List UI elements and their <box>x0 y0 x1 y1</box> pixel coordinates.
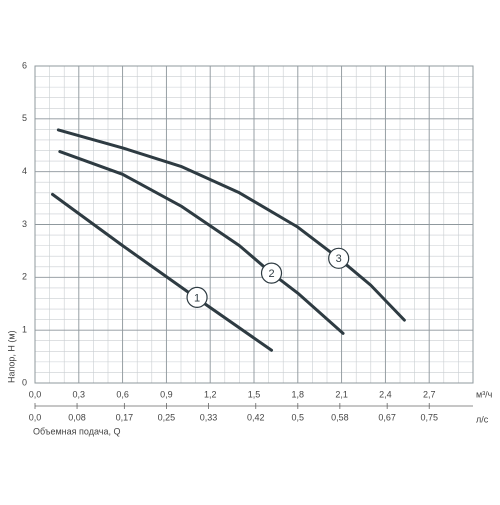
y-tick-label: 6 <box>22 60 27 70</box>
x2-tick-label: 0,0 <box>29 412 42 422</box>
x-tick-label: 1,5 <box>248 389 261 399</box>
x-tick-label: 2,4 <box>379 389 392 399</box>
y-tick-label: 4 <box>22 166 27 176</box>
x2-axis-label: Объемная подача, Q <box>33 426 120 436</box>
y-tick-label: 5 <box>22 113 27 123</box>
x2-tick-label: 0,33 <box>200 412 218 422</box>
y-tick-label: 2 <box>22 272 27 282</box>
x-tick-label: 2,1 <box>335 389 348 399</box>
curve-label: 1 <box>194 292 200 304</box>
y-tick-label: 3 <box>22 219 27 229</box>
curve-label-circle <box>328 247 350 269</box>
x2-tick-label: 0,58 <box>331 412 349 422</box>
x-tick-label: 0,9 <box>160 389 173 399</box>
x-tick-label: 1,8 <box>292 389 305 399</box>
x2-tick-label: 0,25 <box>158 412 176 422</box>
curve <box>58 150 345 335</box>
y-tick-label: 0 <box>22 377 27 387</box>
x2-tick-label: 0,75 <box>420 412 438 422</box>
x2-tick-label: 0,08 <box>68 412 86 422</box>
x2-tick-label: 0,67 <box>378 412 396 422</box>
curve <box>51 192 274 352</box>
x-tick-label: 0,3 <box>73 389 86 399</box>
x-tick-label: 0,0 <box>29 389 42 399</box>
y-axis-label: Напор, Н (м) <box>6 330 16 383</box>
x2-unit: л/с <box>476 414 489 424</box>
curve <box>56 128 406 322</box>
x2-tick-label: 0,17 <box>116 412 134 422</box>
x2-tick-label: 0,5 <box>292 412 305 422</box>
y-tick-label: 1 <box>22 325 27 335</box>
x-unit: м³/ч <box>476 389 493 399</box>
x-tick-label: 2,7 <box>423 389 436 399</box>
curve-label-circle <box>260 262 283 284</box>
x2-tick-label: 0,42 <box>247 412 265 422</box>
plot-frame <box>34 65 474 384</box>
curve-label: 2 <box>268 268 274 280</box>
curve-label-circle <box>186 286 208 309</box>
curve-label: 3 <box>336 253 342 265</box>
x-tick-label: 0,6 <box>116 389 129 399</box>
x-tick-label: 1,2 <box>204 389 217 399</box>
